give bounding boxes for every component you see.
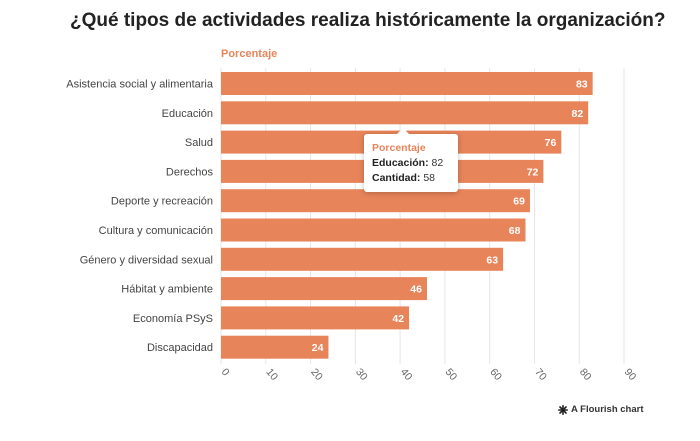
value-label: 68 bbox=[509, 225, 521, 237]
x-tick-label: 90 bbox=[622, 366, 639, 383]
tooltip-key-1: Educación: bbox=[372, 157, 429, 169]
category-label: Género y diversidad sexual bbox=[80, 254, 213, 266]
x-tick-label: 60 bbox=[487, 366, 504, 383]
x-tick-label: 40 bbox=[398, 366, 415, 383]
category-label: Deporte y recreación bbox=[111, 196, 213, 208]
x-tick-label: 50 bbox=[443, 366, 460, 383]
x-tick-label: 30 bbox=[353, 366, 370, 383]
legend-label: Porcentaje bbox=[221, 48, 278, 60]
x-tick-label: 10 bbox=[263, 366, 280, 383]
value-label: 69 bbox=[513, 196, 525, 208]
category-label: Asistencia social y alimentaria bbox=[66, 79, 214, 91]
tooltip-value-2: 58 bbox=[423, 172, 436, 184]
bar[interactable] bbox=[221, 306, 410, 330]
bar[interactable] bbox=[221, 247, 504, 271]
bar[interactable] bbox=[221, 218, 526, 242]
value-labels: 83 82 76 72 69 68 63 46 42 24 bbox=[312, 79, 588, 355]
value-label: 83 bbox=[576, 79, 588, 91]
tooltip-row-1: Educación: 82 bbox=[372, 156, 450, 171]
bar[interactable] bbox=[221, 101, 589, 125]
value-label: 82 bbox=[571, 108, 583, 120]
flourish-logo-icon bbox=[558, 404, 568, 415]
category-label: Salud bbox=[185, 137, 213, 149]
x-tick-label: 0 bbox=[219, 366, 232, 378]
category-label: Discapacidad bbox=[147, 342, 213, 354]
tooltip-row-2: Cantidad: 58 bbox=[372, 171, 450, 186]
tooltip-title: Porcentaje bbox=[372, 142, 426, 154]
category-label: Hábitat y ambiente bbox=[121, 284, 213, 296]
flourish-credit[interactable]: A Flourish chart bbox=[558, 404, 644, 415]
bar[interactable] bbox=[221, 277, 427, 301]
x-tick-label: 80 bbox=[577, 366, 594, 383]
x-tick-label: 70 bbox=[532, 366, 549, 383]
bar[interactable] bbox=[221, 189, 530, 213]
category-label: Economía PSyS bbox=[133, 313, 213, 325]
value-label: 76 bbox=[545, 137, 557, 149]
credit-text: A Flourish chart bbox=[571, 404, 644, 415]
value-label: 63 bbox=[486, 254, 498, 266]
x-tick-labels: 0 10 20 30 40 50 60 70 80 90 bbox=[219, 366, 639, 383]
tooltip: Porcentaje Educación: 82 Cantidad: 58 bbox=[364, 128, 458, 192]
bar[interactable] bbox=[221, 72, 593, 95]
tooltip-value-1: 82 bbox=[431, 157, 444, 169]
value-label: 46 bbox=[410, 284, 422, 296]
tooltip-key-2: Cantidad: bbox=[372, 172, 421, 184]
value-label: 42 bbox=[392, 313, 404, 325]
bar[interactable] bbox=[221, 335, 329, 359]
category-label: Educación bbox=[162, 108, 213, 120]
category-labels: Asistencia social y alimentaria Educación… bbox=[66, 79, 214, 355]
bars bbox=[221, 72, 593, 359]
chart-title: ¿Qué tipos de actividades realiza histór… bbox=[70, 10, 666, 31]
category-label: Derechos bbox=[166, 166, 214, 178]
value-label: 72 bbox=[527, 166, 539, 178]
value-label: 24 bbox=[312, 342, 324, 354]
category-label: Cultura y comunicación bbox=[99, 225, 213, 237]
x-tick-label: 20 bbox=[308, 366, 325, 383]
